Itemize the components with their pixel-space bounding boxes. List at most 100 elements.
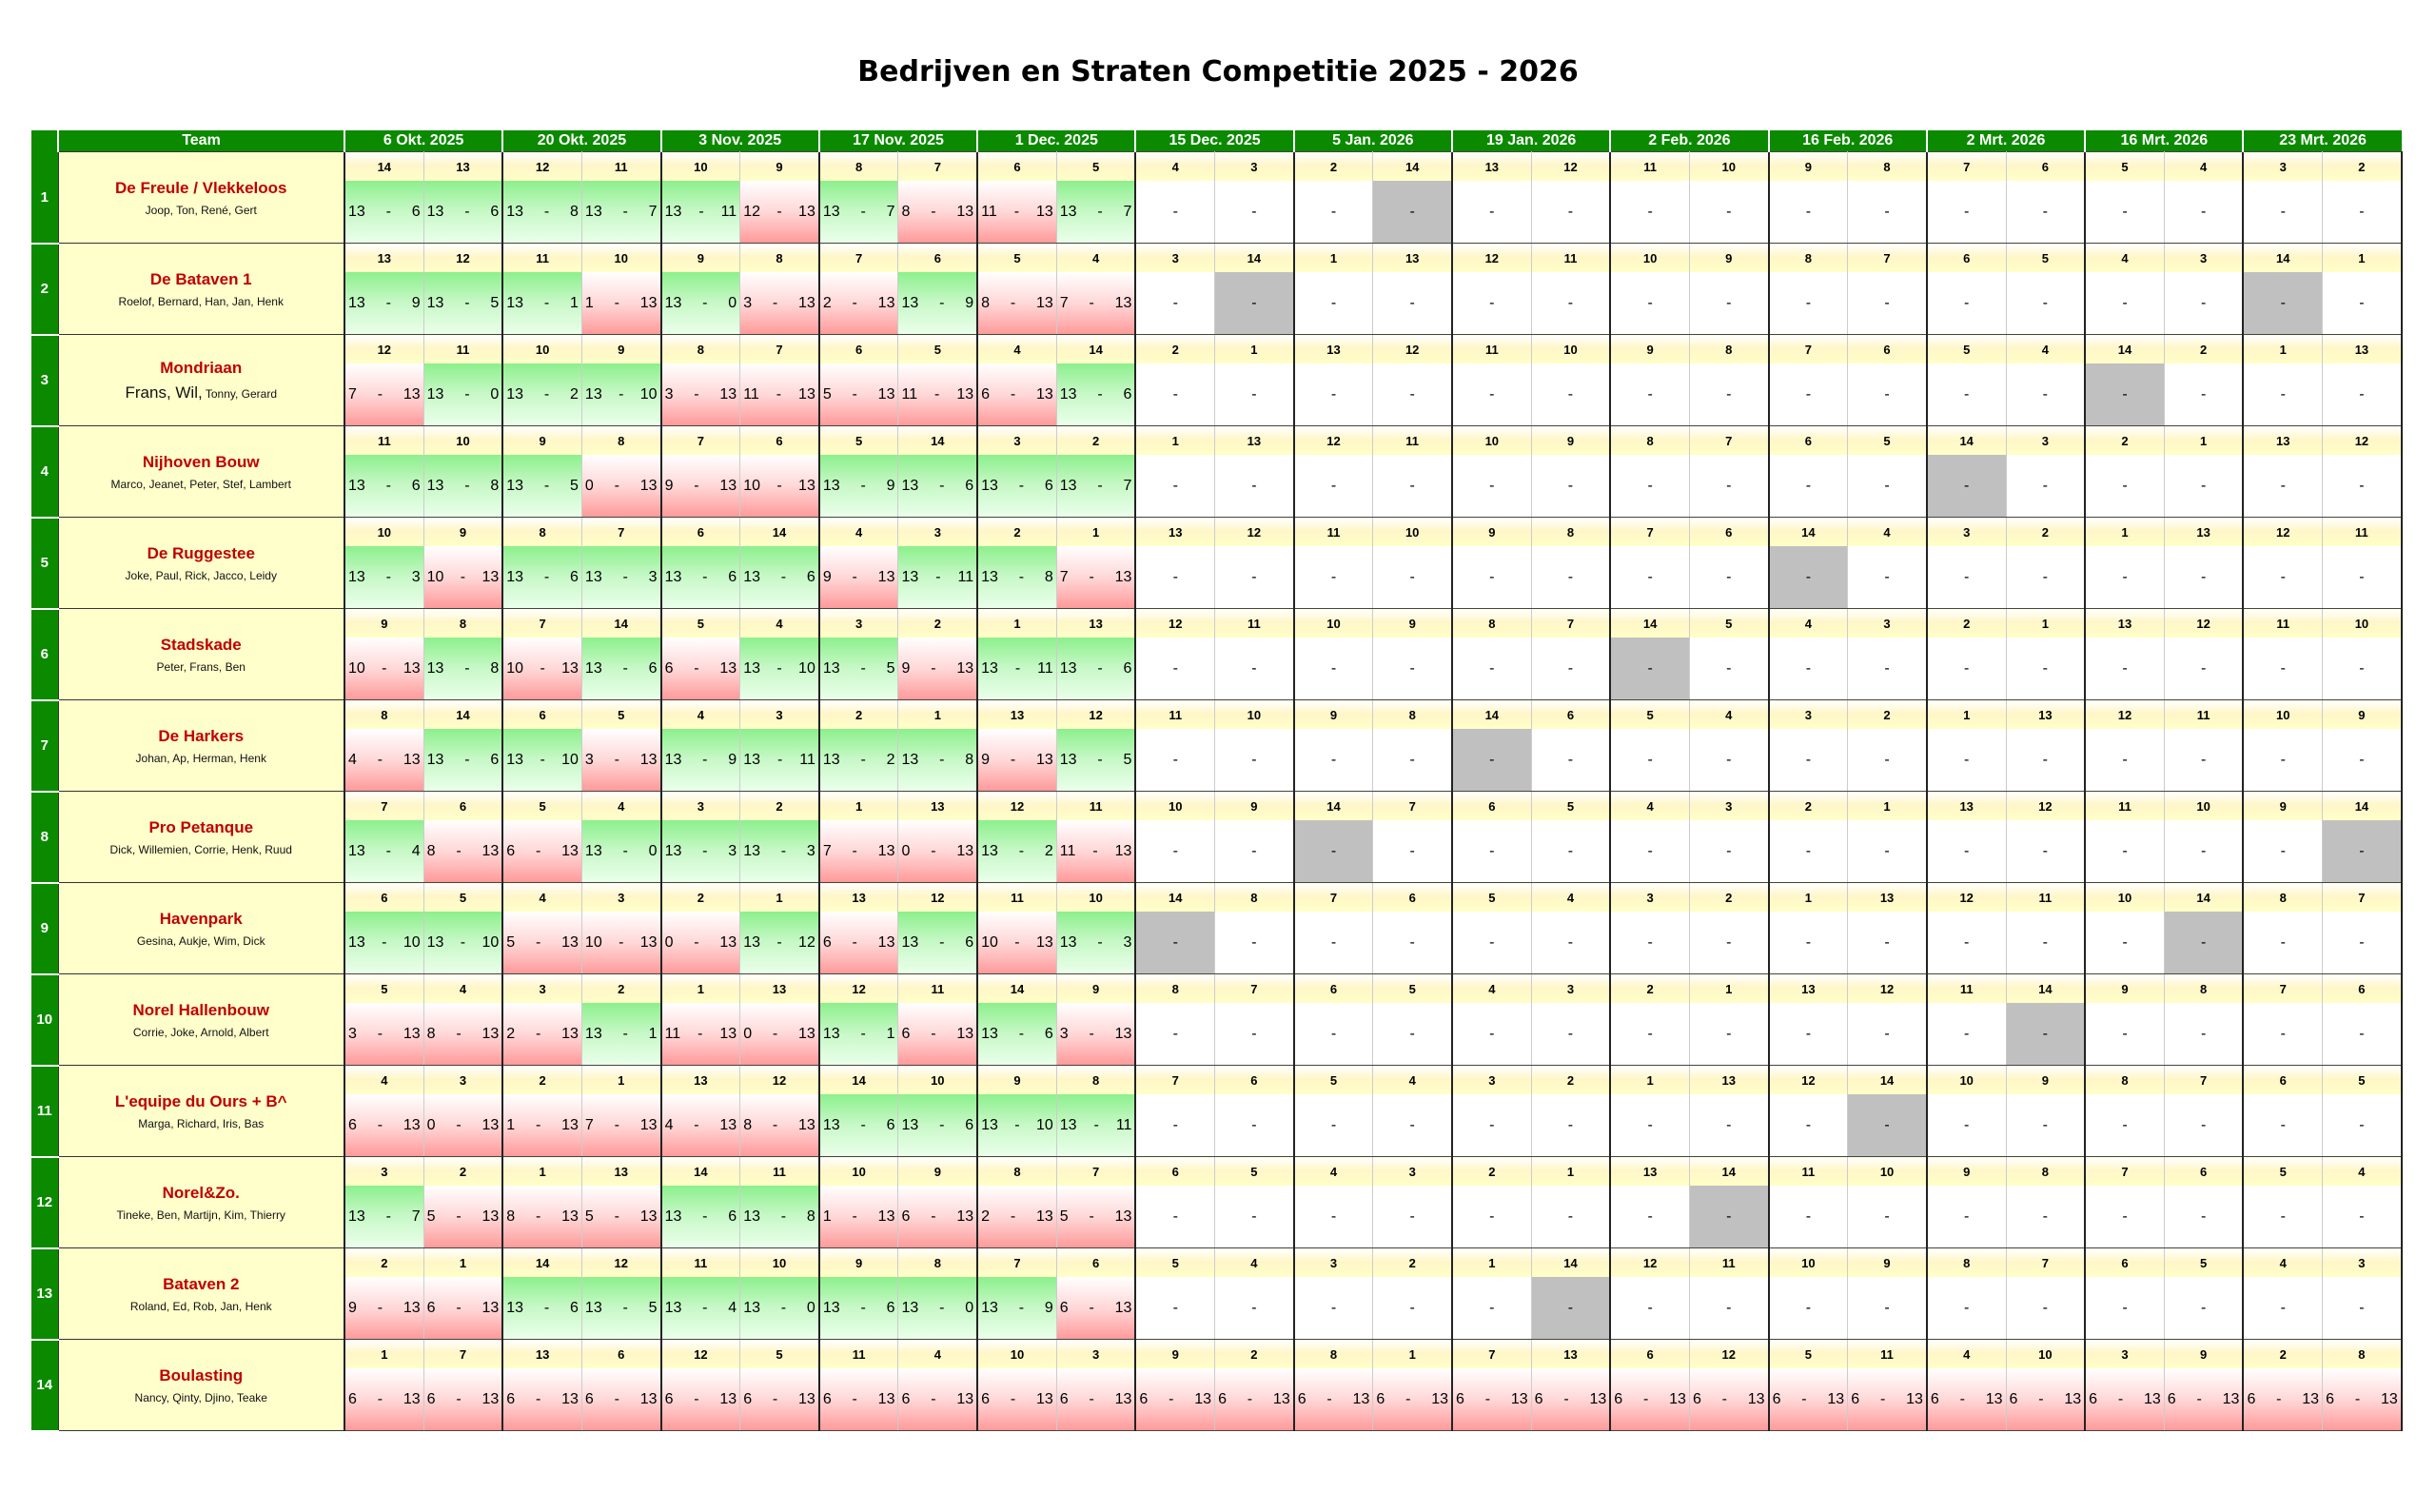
opponent-number: 1 — [897, 699, 979, 729]
opponent-number: 6 — [2006, 151, 2087, 181]
unplayed-match-cell: - — [1452, 820, 1532, 883]
score-opponent: 13 — [1035, 294, 1053, 311]
unplayed-match-cell: - — [1531, 820, 1612, 883]
opponent-number: 5 — [344, 973, 424, 1003]
score-opponent: 10 — [1035, 1116, 1053, 1133]
opponent-number: 8 — [423, 608, 504, 638]
empty-mark: - — [1726, 477, 1732, 494]
score-dash: - — [382, 659, 387, 677]
bye-cell: - — [1531, 1277, 1612, 1340]
unplayed-match-cell: - — [2006, 1186, 2087, 1248]
empty-mark: - — [1172, 203, 1178, 220]
opponent-number: 9 — [1610, 334, 1690, 363]
opponent-number: 7 — [581, 517, 662, 546]
unplayed-match-cell: - — [2322, 1186, 2403, 1248]
score-display: 13-6 — [503, 1300, 580, 1317]
opponent-number: 12 — [1610, 1247, 1690, 1277]
score-opponent: 13 — [561, 1116, 579, 1133]
empty-mark: - — [1884, 1116, 1890, 1133]
opponent-number: 3 — [1926, 517, 2007, 546]
empty-mark: - — [2122, 385, 2128, 403]
unplayed-match-cell: - — [2322, 363, 2403, 426]
opponent-number: 7 — [1135, 1065, 1216, 1094]
score-display: 13-6 — [582, 660, 659, 677]
team-number: 4 — [31, 425, 58, 519]
team-cell: L'equipe du Ours + B^ Marga, Richard, Iri… — [57, 1065, 345, 1157]
score-own: 13 — [584, 385, 602, 403]
opponent-number: 3 — [2164, 243, 2245, 272]
opponent-number: 11 — [1214, 608, 1295, 638]
empty-mark: - — [1567, 933, 1574, 951]
score-display: 11-13 — [740, 386, 817, 403]
empty-mark: - — [2042, 477, 2048, 494]
score-own: 13 — [506, 751, 524, 768]
match-score-cell: 3-13 — [581, 729, 662, 792]
score-dash: - — [377, 1390, 383, 1407]
opponent-number: 10 — [1135, 791, 1216, 820]
score-display: 13-2 — [503, 386, 580, 403]
empty-mark: - — [1647, 568, 1653, 585]
score-display: 6-13 — [1057, 1391, 1134, 1408]
match-score-cell: 13-10 — [581, 363, 662, 426]
unplayed-match-cell: - — [1610, 912, 1690, 974]
opponent-number: 12 — [581, 1247, 662, 1277]
opponent-number: 14 — [2164, 882, 2245, 912]
unplayed-match-cell: - — [1689, 638, 1770, 700]
score-dash: - — [1089, 294, 1094, 311]
score-opponent: 13 — [403, 1390, 421, 1407]
unplayed-match-cell: - — [1689, 1094, 1770, 1157]
match-score-cell: 13-0 — [739, 1277, 820, 1340]
empty-mark: - — [2359, 294, 2365, 311]
score-display: 13-6 — [820, 1117, 897, 1134]
score-display: 6-13 — [898, 1208, 975, 1226]
opponent-number: 1 — [344, 1339, 424, 1368]
score-own: 13 — [981, 1116, 998, 1133]
score-dash: - — [1097, 385, 1103, 403]
unplayed-match-cell: - — [2322, 1003, 2403, 1066]
opponent-number: 11 — [1610, 151, 1690, 181]
score-opponent: 8 — [490, 659, 500, 677]
match-score-cell: 5-13 — [818, 363, 899, 426]
empty-mark: - — [1805, 477, 1812, 494]
score-dash: - — [1014, 1116, 1020, 1133]
opponent-number: 13 — [1768, 973, 1849, 1003]
empty-mark: - — [1251, 751, 1257, 768]
match-score-cell: 10-13 — [581, 912, 662, 974]
score-dash: - — [780, 1208, 787, 1225]
unplayed-match-cell: - — [1768, 363, 1849, 426]
opponent-number: 10 — [739, 1247, 820, 1277]
score-dash: - — [460, 568, 466, 585]
score-own: 12 — [743, 203, 760, 220]
opponent-number: 11 — [1135, 699, 1216, 729]
empty-mark: - — [1489, 294, 1495, 311]
match-score-cell: 9-13 — [344, 1277, 424, 1340]
opponent-number: 11 — [1293, 517, 1374, 546]
unplayed-match-cell: - — [1847, 546, 1928, 609]
unplayed-match-cell: - — [1135, 638, 1216, 700]
match-score-cell: 13-7 — [1056, 181, 1137, 244]
opponent-number: 6 — [423, 791, 504, 820]
score-own: 0 — [664, 933, 674, 951]
unplayed-match-cell: - — [1926, 638, 2007, 700]
empty-mark: - — [2042, 842, 2048, 859]
unplayed-match-cell: - — [1531, 546, 1612, 609]
score-opponent: 3 — [1123, 933, 1132, 951]
score-opponent: 13 — [877, 933, 895, 951]
score-dash: - — [702, 294, 708, 311]
score-dash: - — [1014, 933, 1020, 951]
match-score-cell: 13-2 — [977, 820, 1057, 883]
score-dash: - — [852, 1208, 857, 1225]
score-display: 13-6 — [978, 1026, 1055, 1043]
empty-mark: - — [2042, 1116, 2048, 1133]
unplayed-match-cell: - — [1689, 181, 1770, 244]
empty-mark: - — [1726, 568, 1732, 585]
match-score-cell: 13-6 — [344, 455, 424, 518]
score-opponent: 13 — [719, 385, 737, 403]
score-dash: - — [1089, 1025, 1094, 1042]
unplayed-match-cell: - — [1452, 912, 1532, 974]
score-dash: - — [1326, 1390, 1332, 1407]
score-opponent: 12 — [798, 933, 815, 951]
empty-mark: - — [1489, 203, 1495, 220]
opponent-number: 14 — [1610, 608, 1690, 638]
score-dash: - — [1089, 1299, 1094, 1316]
